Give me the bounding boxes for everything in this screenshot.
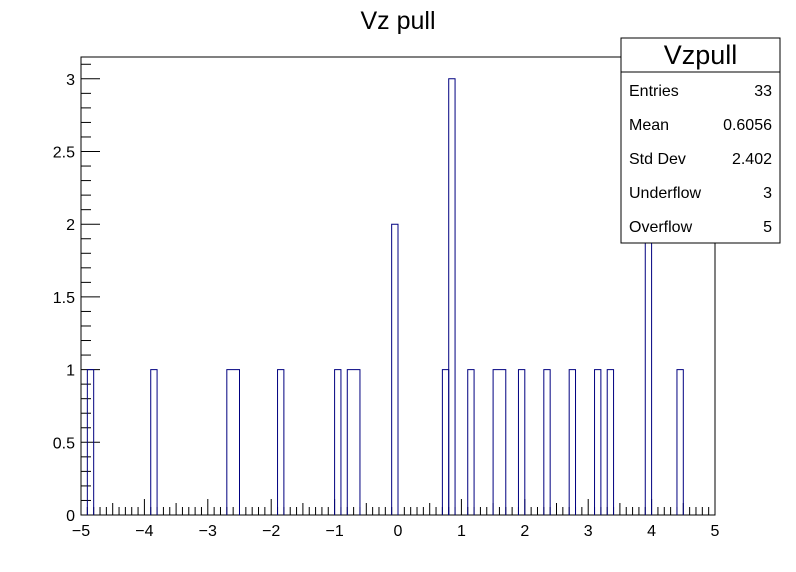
x-tick-label: 4 <box>647 523 656 540</box>
stats-mean-label: Mean <box>629 117 669 134</box>
x-tick-label: −2 <box>262 523 280 540</box>
y-tick-label: 3 <box>66 72 75 89</box>
stats-stddev-value: 2.402 <box>732 151 772 168</box>
x-axis: −5 −4 −3 −2 −1 0 1 2 3 4 5 <box>72 499 720 540</box>
histogram-bar <box>441 369 450 515</box>
histogram-bar <box>606 369 615 515</box>
x-tick-label: −4 <box>135 523 153 540</box>
histogram-bar <box>517 369 526 515</box>
histogram-bar <box>676 369 684 515</box>
stats-underflow-label: Underflow <box>629 185 701 202</box>
stats-stddev-label: Std Dev <box>629 151 686 168</box>
y-tick-label: 0.5 <box>53 435 75 452</box>
histogram-bar <box>448 78 456 515</box>
stats-overflow-label: Overflow <box>629 219 693 236</box>
histogram-bar <box>467 369 475 515</box>
x-tick-label: −5 <box>72 523 90 540</box>
histogram-bar <box>150 369 158 515</box>
y-tick-label: 1.5 <box>53 290 75 307</box>
x-tick-label: 0 <box>394 523 403 540</box>
y-tick-label: 2 <box>66 217 75 234</box>
histogram-bars <box>86 78 684 515</box>
y-axis: 0 0.5 1 1.5 2 2.5 3 <box>53 63 100 525</box>
x-tick-label: −1 <box>325 523 343 540</box>
stats-mean-value: 0.6056 <box>723 117 772 134</box>
y-tick-label: 1 <box>66 363 75 380</box>
x-tick-label: 1 <box>457 523 466 540</box>
x-tick-label: 2 <box>520 523 529 540</box>
histogram-bar <box>492 369 507 515</box>
x-tick-label: 5 <box>711 523 720 540</box>
x-tick-label: −3 <box>199 523 217 540</box>
chart-title: Vz pull <box>360 7 435 35</box>
histogram-bar <box>543 369 551 515</box>
histogram-bar <box>644 223 653 515</box>
histogram-bar <box>226 369 240 515</box>
histogram-bar <box>391 223 399 515</box>
stats-box: Vzpull Entries 33 Mean 0.6056 Std Dev 2.… <box>620 37 781 244</box>
histogram-bar <box>568 369 577 515</box>
stats-overflow-value: 5 <box>763 219 772 236</box>
x-tick-label: 3 <box>584 523 593 540</box>
stats-entries-value: 33 <box>754 83 772 100</box>
y-tick-label: 2.5 <box>53 145 75 162</box>
histogram-bar <box>594 369 602 515</box>
histogram-bar <box>86 369 95 515</box>
stats-box-title: Vzpull <box>664 40 738 70</box>
stats-entries-label: Entries <box>629 83 679 100</box>
histogram-bar <box>346 369 361 515</box>
histogram-bar <box>334 369 342 515</box>
y-tick-label: 0 <box>66 508 75 525</box>
histogram-bar <box>277 369 285 515</box>
stats-underflow-value: 3 <box>763 185 772 202</box>
